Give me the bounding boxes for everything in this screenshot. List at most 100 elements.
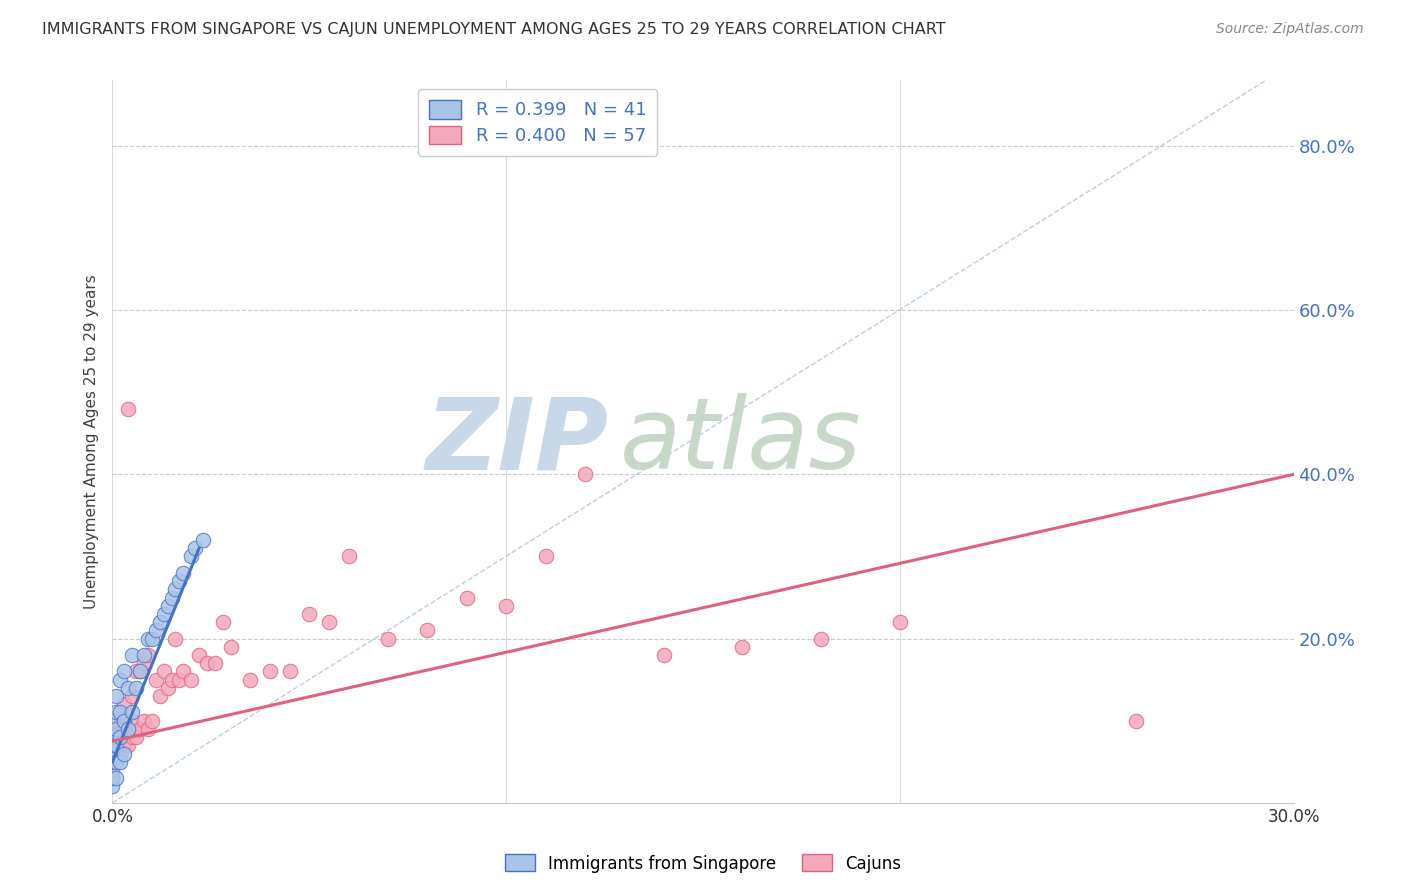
- Point: [105, 771, 128, 785]
- Point: [110, 755, 132, 769]
- Point: [149, 689, 172, 703]
- Point: [117, 739, 139, 753]
- Point: [129, 722, 152, 736]
- Point: [112, 714, 135, 728]
- Point: [652, 648, 675, 662]
- Point: [117, 681, 139, 695]
- Point: [125, 681, 148, 695]
- Point: [574, 467, 596, 482]
- Point: [180, 549, 202, 564]
- Point: [156, 681, 179, 695]
- Point: [278, 665, 301, 679]
- Point: [136, 648, 159, 662]
- Point: [156, 599, 179, 613]
- Legend: Immigrants from Singapore, Cajuns: Immigrants from Singapore, Cajuns: [499, 847, 907, 880]
- Point: [112, 739, 135, 753]
- Point: [105, 714, 128, 728]
- Point: [121, 714, 143, 728]
- Point: [117, 722, 139, 736]
- Point: [169, 574, 191, 588]
- Point: [211, 615, 233, 630]
- Point: [105, 722, 128, 736]
- Point: [180, 673, 202, 687]
- Point: [141, 632, 163, 646]
- Point: [101, 739, 124, 753]
- Point: [172, 566, 194, 580]
- Point: [188, 648, 211, 662]
- Point: [495, 599, 517, 613]
- Point: [810, 632, 832, 646]
- Point: [191, 533, 214, 547]
- Point: [112, 747, 135, 761]
- Point: [121, 730, 143, 744]
- Point: [889, 615, 911, 630]
- Point: [731, 640, 754, 654]
- Point: [105, 730, 128, 744]
- Point: [121, 648, 143, 662]
- Text: Source: ZipAtlas.com: Source: ZipAtlas.com: [1216, 22, 1364, 37]
- Point: [169, 673, 191, 687]
- Point: [110, 747, 132, 761]
- Point: [101, 763, 124, 777]
- Point: [125, 730, 148, 744]
- Point: [456, 591, 478, 605]
- Point: [377, 632, 399, 646]
- Point: [318, 615, 340, 630]
- Point: [105, 755, 128, 769]
- Point: [105, 689, 128, 703]
- Point: [172, 665, 194, 679]
- Point: [337, 549, 360, 564]
- Point: [101, 771, 124, 785]
- Point: [152, 665, 174, 679]
- Point: [125, 665, 148, 679]
- Point: [141, 714, 163, 728]
- Point: [160, 591, 183, 605]
- Point: [101, 755, 124, 769]
- Point: [145, 624, 167, 638]
- Point: [149, 615, 172, 630]
- Point: [129, 665, 152, 679]
- Point: [259, 665, 281, 679]
- Point: [101, 747, 124, 761]
- Point: [110, 706, 132, 720]
- Point: [101, 714, 124, 728]
- Point: [132, 657, 155, 671]
- Point: [105, 747, 128, 761]
- Point: [112, 698, 135, 712]
- Point: [121, 706, 143, 720]
- Point: [160, 673, 183, 687]
- Point: [117, 401, 139, 416]
- Point: [136, 632, 159, 646]
- Point: [145, 673, 167, 687]
- Point: [204, 657, 226, 671]
- Point: [105, 739, 128, 753]
- Point: [239, 673, 262, 687]
- Point: [101, 714, 124, 728]
- Point: [184, 541, 207, 556]
- Point: [165, 632, 187, 646]
- Point: [105, 706, 128, 720]
- Point: [298, 607, 321, 621]
- Point: [1125, 714, 1147, 728]
- Point: [165, 582, 187, 597]
- Point: [110, 673, 132, 687]
- Legend: R = 0.399   N = 41, R = 0.400   N = 57: R = 0.399 N = 41, R = 0.400 N = 57: [418, 89, 657, 156]
- Point: [152, 607, 174, 621]
- Point: [101, 780, 124, 794]
- Point: [101, 755, 124, 769]
- Point: [132, 714, 155, 728]
- Point: [129, 665, 152, 679]
- Point: [101, 747, 124, 761]
- Point: [136, 722, 159, 736]
- Point: [416, 624, 439, 638]
- Text: IMMIGRANTS FROM SINGAPORE VS CAJUN UNEMPLOYMENT AMONG AGES 25 TO 29 YEARS CORREL: IMMIGRANTS FROM SINGAPORE VS CAJUN UNEMP…: [42, 22, 946, 37]
- Point: [132, 648, 155, 662]
- Point: [195, 657, 218, 671]
- Y-axis label: Unemployment Among Ages 25 to 29 years: Unemployment Among Ages 25 to 29 years: [84, 274, 100, 609]
- Point: [101, 730, 124, 744]
- Point: [112, 665, 135, 679]
- Point: [219, 640, 242, 654]
- Point: [110, 722, 132, 736]
- Point: [112, 722, 135, 736]
- Point: [534, 549, 557, 564]
